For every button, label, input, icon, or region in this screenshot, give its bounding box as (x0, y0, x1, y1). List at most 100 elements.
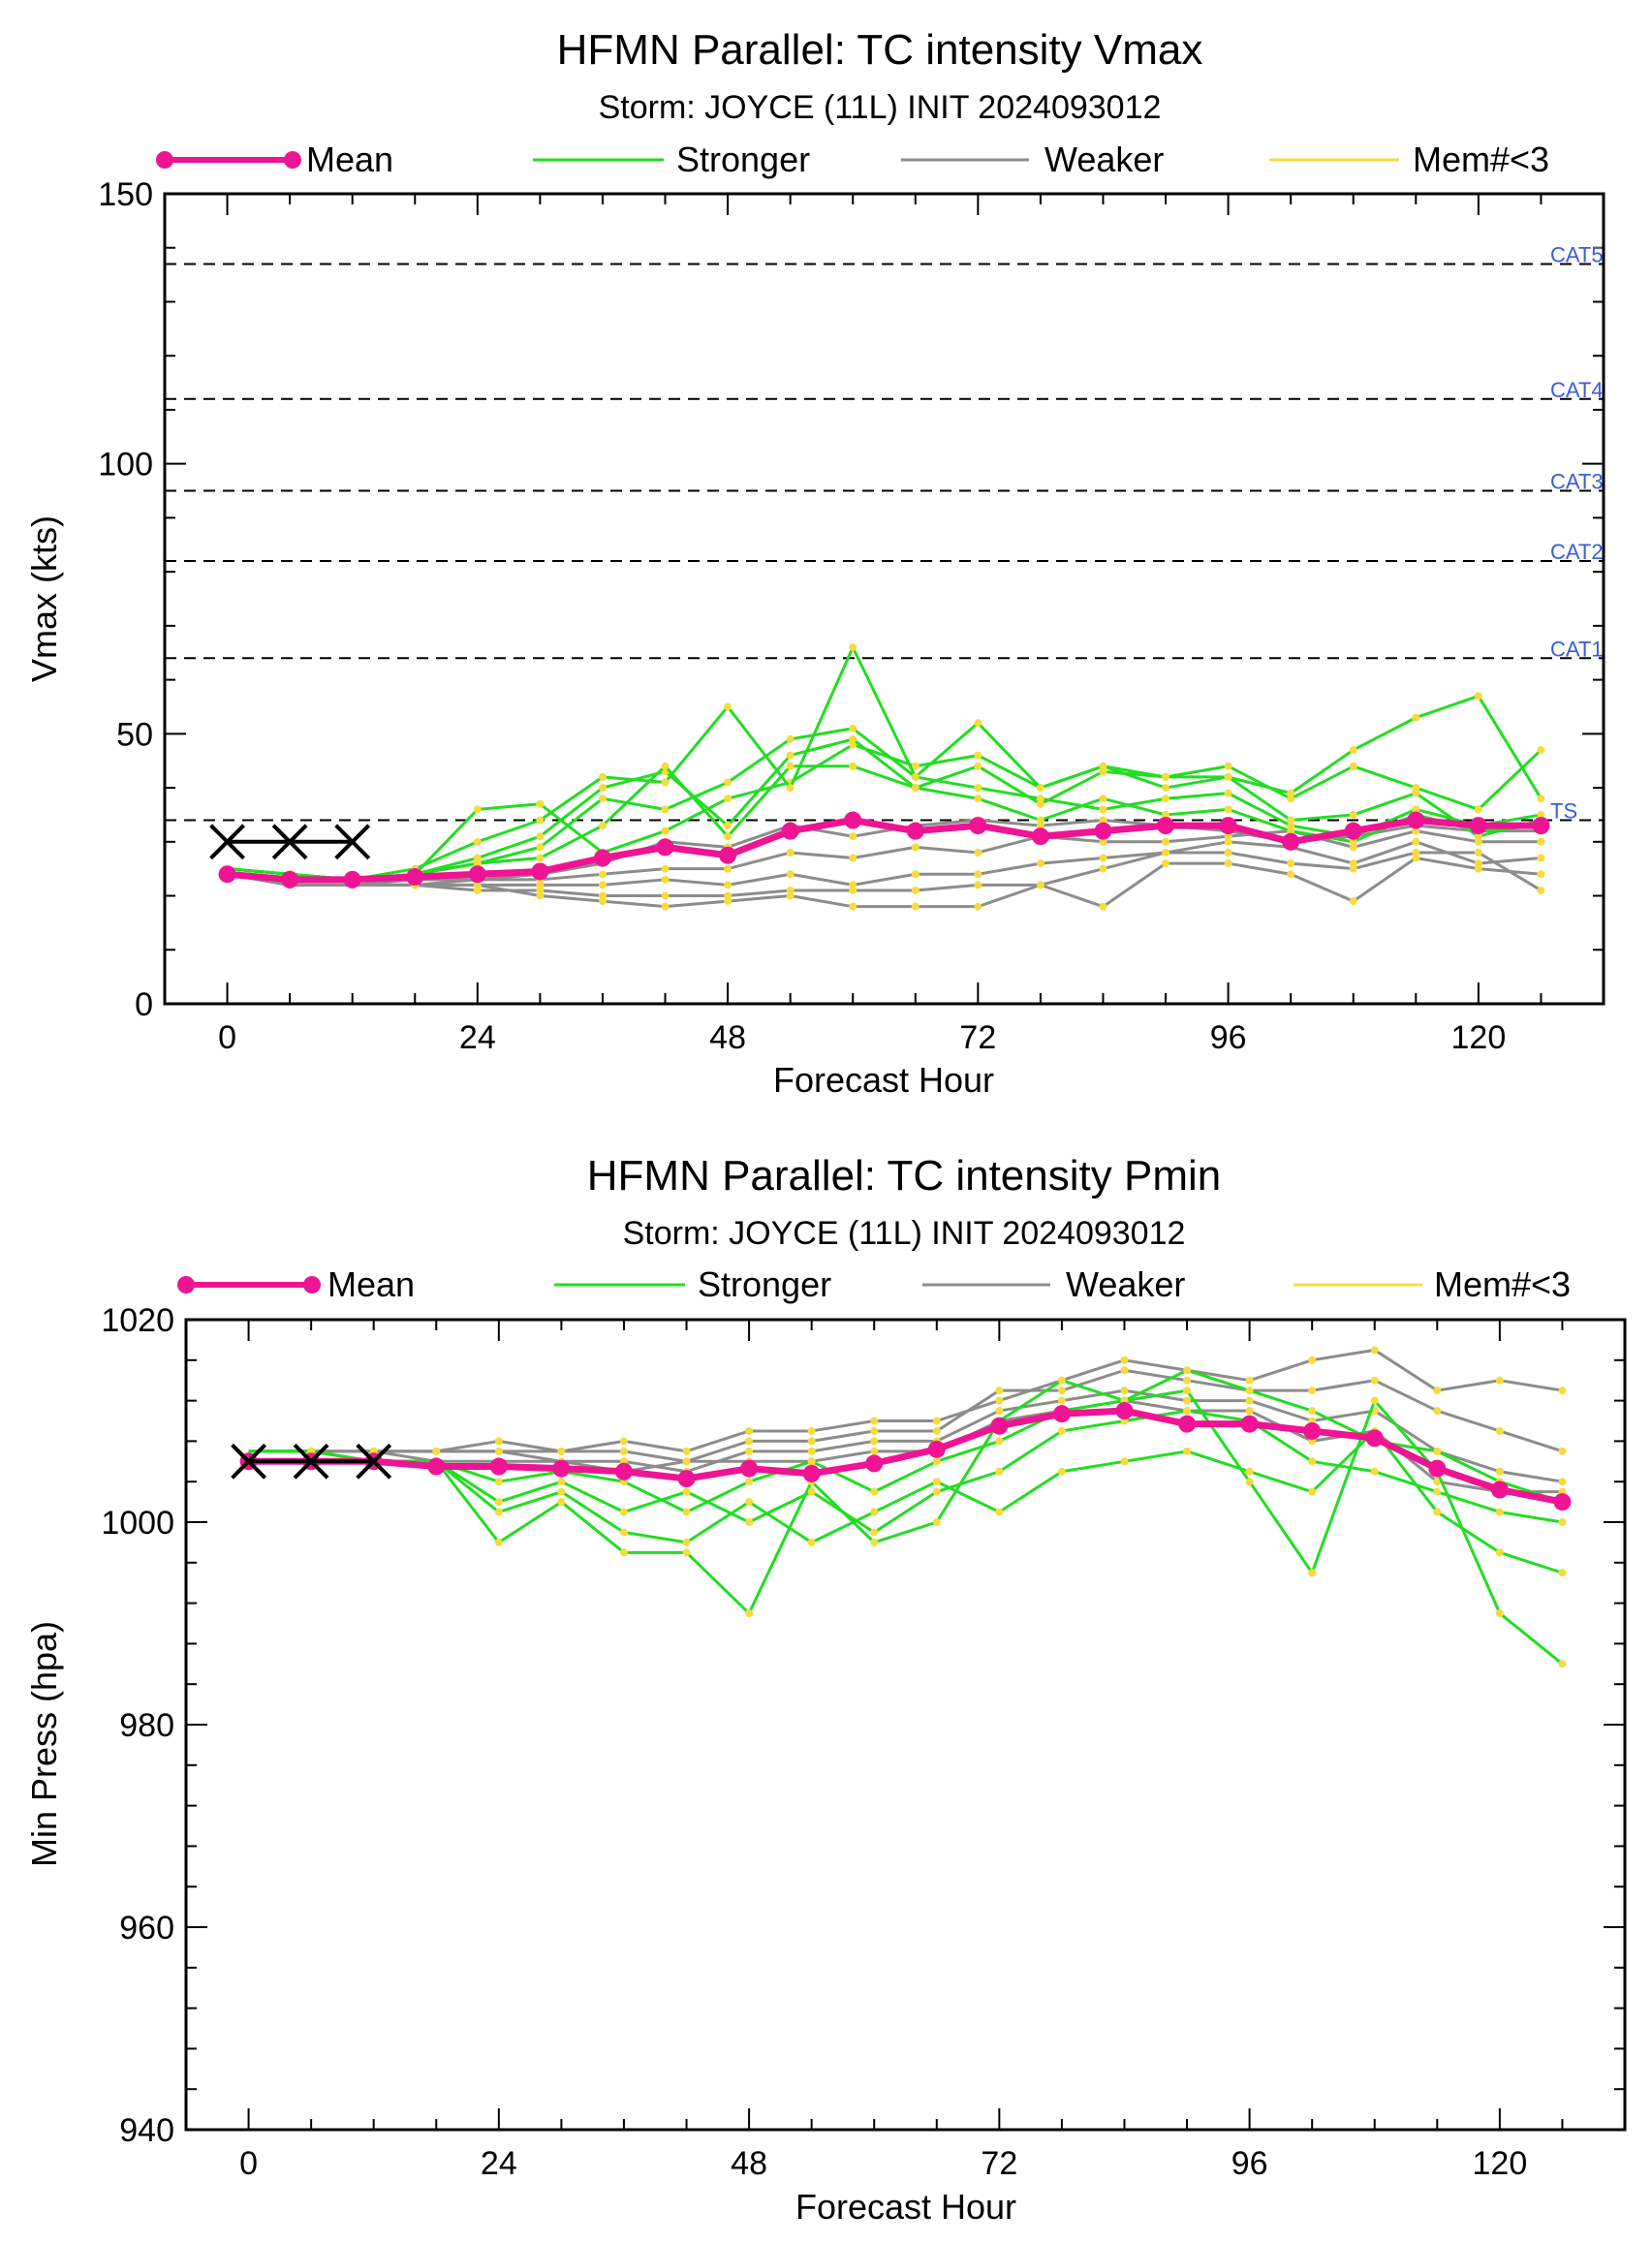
vmax-stronger-member-line-point (473, 805, 482, 814)
vmax-stronger-member-line-point (473, 854, 482, 862)
vmax-weaker-member-line-point (661, 891, 670, 900)
pmin-mean-point (427, 1457, 446, 1476)
vmax-mean-point (343, 870, 361, 888)
vmax-weaker-member-line-point (1349, 843, 1357, 852)
pmin-stronger-member-line-point (870, 1487, 879, 1496)
vmax-weaker-member-line-point (1224, 832, 1232, 841)
vmax-mean-point (1532, 817, 1550, 835)
vmax-mean-point (844, 811, 862, 829)
vmax-stronger-member-line (227, 727, 1542, 882)
pmin-stronger-member-line-point (557, 1498, 566, 1507)
pmin-stronger-member-line-point (1308, 1407, 1317, 1416)
vmax-weaker-member-line-point (1224, 837, 1232, 846)
vmax-mean-point (1031, 827, 1049, 846)
pmin-weaker-member-line-point (1558, 1387, 1567, 1395)
pmin-mean-point (1240, 1415, 1259, 1433)
pmin-weaker-member-line-point (1558, 1478, 1567, 1486)
vmax-weaker-member-line-point (661, 902, 670, 911)
vmax-observed-marker (209, 824, 245, 860)
pmin-weaker-member-line-point (682, 1447, 691, 1455)
vmax-stronger-member-line-point (1287, 822, 1295, 830)
pmin-weaker-member-line-point (1120, 1366, 1129, 1375)
vmax-weaker-member-line-point (598, 891, 607, 900)
vmax-stronger-member-line-point (1036, 799, 1044, 808)
pmin-weaker-member-line-point (1495, 1467, 1504, 1476)
pmin-stronger-member-line-point (870, 1528, 879, 1537)
vmax-weaker-member-line-point (911, 843, 920, 852)
vmax-weaker-member-line-point (1412, 848, 1420, 857)
vmax-stronger-member-line-point (1287, 816, 1295, 825)
pmin-weaker-member-line-point (1057, 1387, 1066, 1395)
vmax-mean-point (656, 838, 674, 857)
pmin-stronger-member-line-point (995, 1508, 1004, 1516)
pmin-ytick-label: 1000 (101, 1505, 174, 1542)
pmin-weaker-member-line-point (494, 1437, 503, 1446)
pmin-weaker-member-line-point (745, 1426, 754, 1435)
vmax-weaker-member-line-point (724, 881, 732, 889)
vmax-weaker-member-line-point (849, 881, 857, 889)
pmin-stronger-member-line-point (932, 1518, 941, 1526)
pmin-stronger-member-line-point (995, 1467, 1004, 1476)
pmin-mean-line (248, 1407, 1564, 1506)
vmax-stronger-member-line-point (974, 762, 982, 770)
pmin-legend: Mean Stronger Weaker Mem#<3 (177, 1264, 1571, 1304)
pmin-xtick-label: 48 (731, 2145, 767, 2182)
pmin-weaker-member-line-point (1245, 1376, 1254, 1385)
pmin-weaker-member-line-point (1245, 1407, 1254, 1416)
vmax-mean-point (781, 822, 799, 840)
vmax-stronger-member-line-point (911, 784, 920, 793)
pmin-stronger-member-line (248, 1409, 1563, 1534)
vmax-ytick-label: 100 (98, 447, 153, 483)
vmax-stronger-member-line-point (536, 832, 545, 841)
pmin-stronger-member-line-point (932, 1457, 941, 1466)
vmax-stronger-member-line (227, 645, 1543, 882)
pmin-weaker-member-line (248, 1348, 1563, 1453)
vmax-stronger-member-line-point (786, 784, 795, 793)
pmin-stronger-member-line-point (619, 1528, 628, 1537)
pmin-weaker-member-line-point (1558, 1447, 1567, 1455)
vmax-weaker-member-line-point (911, 902, 920, 911)
pmin-stronger-member-line-point (807, 1538, 816, 1546)
vmax-stronger-member-line-point (1349, 762, 1357, 770)
vmax-stronger-member-line-point (1036, 816, 1044, 825)
vmax-weaker-member-line-point (1474, 859, 1482, 868)
pmin-stronger-member-line-point (682, 1538, 691, 1546)
vmax-stronger-member-line-point (1099, 795, 1107, 803)
vmax-mean-point (1407, 811, 1425, 829)
vmax-weaker-member-line-point (1099, 854, 1107, 862)
vmax-stronger-member-line-point (598, 772, 607, 781)
pmin-mean-point (1303, 1421, 1322, 1440)
pmin-weaker-member-line-point (995, 1396, 1004, 1405)
pmin-xtick-label: 24 (481, 2145, 517, 2182)
legend-weaker-label-2: Weaker (1066, 1264, 1185, 1304)
pmin-stronger-member-line-point (557, 1487, 566, 1496)
pmin-weaker-member-line-point (1495, 1376, 1504, 1385)
pmin-mean-point (740, 1459, 759, 1478)
vmax-mean-point (1282, 832, 1300, 851)
vmax-weaker-member-line-point (1412, 826, 1420, 835)
vmax-weaker-member-line-point (786, 870, 795, 879)
vmax-stronger-member-line-point (974, 719, 982, 728)
vmax-stronger-member-line-point (849, 740, 857, 749)
vmax-weaker-member-line-point (974, 881, 982, 889)
pmin-stronger-member-line-point (1370, 1396, 1379, 1405)
vmax-weaker-member-line-point (1537, 870, 1545, 879)
pmin-stronger-member-line-point (1558, 1569, 1567, 1577)
pmin-stronger-member-line-point (1433, 1487, 1442, 1496)
pmin-stronger-member-line-point (1495, 1548, 1504, 1557)
vmax-stronger-member-line-point (1349, 746, 1357, 755)
pmin-stronger-member-line-point (1308, 1457, 1317, 1466)
vmax-stronger-member-line-point (911, 772, 920, 781)
vmax-plot-area: 0 24 48 72 96 120 0 50 100 150 CAT5 CAT4 CAT3 CAT2 CAT… (98, 176, 1605, 1056)
vmax-weaker-member-line-point (1099, 902, 1107, 911)
vmax-weaker-member-line-point (786, 891, 795, 900)
pmin-observed-marker (293, 1443, 329, 1480)
vmax-weaker-member-line (227, 840, 1542, 887)
pmin-stronger-member-line (248, 1368, 1563, 1514)
vmax-weaker-member-line-point (1412, 854, 1420, 862)
vmax-weaker-member-line-point (1287, 859, 1295, 868)
pmin-weaker-member-line-point (1308, 1387, 1317, 1395)
pmin-stronger-member-line-point (745, 1609, 754, 1618)
vmax-observed-marker (334, 824, 371, 860)
